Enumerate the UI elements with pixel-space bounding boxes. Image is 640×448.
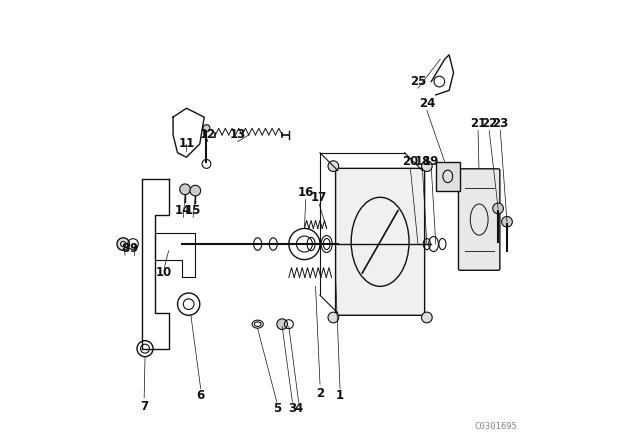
Text: 16: 16	[298, 186, 314, 199]
Circle shape	[328, 161, 339, 172]
Circle shape	[117, 238, 129, 250]
Text: 22: 22	[481, 117, 497, 130]
Circle shape	[493, 203, 504, 214]
Circle shape	[328, 312, 339, 323]
Circle shape	[422, 312, 432, 323]
Circle shape	[277, 319, 287, 330]
Text: 6: 6	[196, 389, 205, 402]
Text: 17: 17	[311, 191, 327, 204]
Text: 13: 13	[230, 129, 246, 142]
FancyBboxPatch shape	[335, 168, 424, 315]
Circle shape	[190, 185, 201, 196]
Text: C0301695: C0301695	[474, 422, 517, 431]
Bar	[436, 162, 460, 190]
Text: 5: 5	[273, 402, 281, 415]
Text: 11: 11	[179, 138, 195, 151]
Text: 20: 20	[403, 155, 419, 168]
Text: 10: 10	[156, 267, 172, 280]
Text: 2: 2	[316, 387, 324, 400]
Text: 12: 12	[200, 129, 216, 142]
Circle shape	[422, 161, 432, 172]
Text: 7: 7	[140, 400, 148, 413]
Circle shape	[502, 216, 513, 227]
Text: 25: 25	[410, 75, 426, 88]
Text: 19: 19	[423, 155, 440, 168]
Circle shape	[203, 125, 210, 132]
Text: 24: 24	[419, 97, 435, 110]
Text: 9: 9	[130, 242, 138, 255]
Text: 8: 8	[121, 242, 129, 255]
Text: 21: 21	[470, 117, 486, 130]
Text: 3: 3	[289, 402, 296, 415]
Text: 15: 15	[185, 204, 202, 217]
Text: 14: 14	[175, 204, 191, 217]
Text: 23: 23	[492, 117, 508, 130]
FancyBboxPatch shape	[458, 169, 500, 270]
Text: 18: 18	[414, 155, 431, 168]
Text: 1: 1	[336, 389, 344, 402]
Text: 4: 4	[294, 402, 303, 415]
Circle shape	[180, 184, 191, 194]
